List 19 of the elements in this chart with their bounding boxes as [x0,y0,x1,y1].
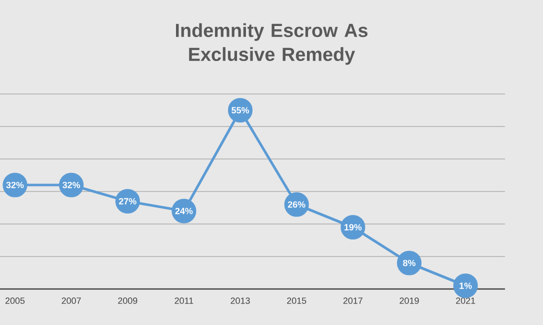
x-tick-label: 2007 [62,298,81,304]
x-tick-label: 2017 [343,298,362,304]
x-tick-label: 2013 [230,298,250,304]
data-label: 1% [460,282,472,289]
data-label: 32% [62,182,80,188]
data-label: 24% [175,208,193,214]
data-label: 55% [232,107,250,114]
data-label: 19% [344,224,362,230]
x-tick-label: 2011 [174,298,194,304]
x-tick-label: 2005 [5,298,25,304]
x-tick-label: 2015 [287,298,306,304]
chart-title: Indemnity Escrow As Exclusive Remedy [176,23,368,65]
x-tick-label: 2021 [456,298,476,304]
x-tick-label: 2009 [118,298,138,304]
data-label: 8% [403,260,416,266]
data-label: 27% [118,198,136,204]
data-label: 26% [288,201,306,208]
data-label: 32% [6,182,24,188]
x-tick-label: 2019 [400,298,419,304]
